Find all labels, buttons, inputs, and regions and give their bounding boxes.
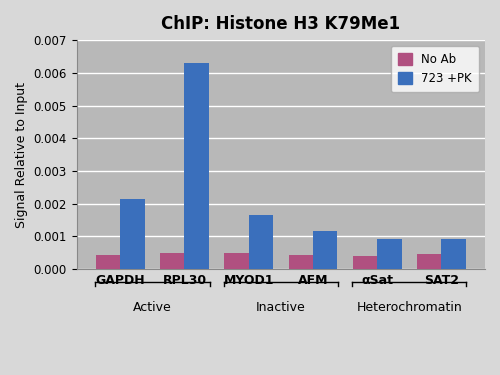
Bar (96, 255, 120, 269)
Bar (184, 63, 209, 269)
Bar (224, 253, 248, 269)
Bar (248, 215, 273, 269)
Text: Heterochromatin: Heterochromatin (356, 301, 462, 314)
Bar (442, 238, 466, 269)
Y-axis label: Signal Relative to Input: Signal Relative to Input (15, 82, 28, 228)
Text: Inactive: Inactive (256, 301, 306, 314)
Legend: No Ab, 723 +PK: No Ab, 723 +PK (390, 46, 479, 92)
Bar (288, 255, 313, 269)
Bar (160, 254, 184, 269)
Bar (417, 254, 442, 269)
Bar (353, 256, 377, 269)
Text: Active: Active (133, 301, 172, 314)
Bar (377, 239, 402, 269)
Bar (120, 199, 144, 269)
Title: ChIP: Histone H3 K79Me1: ChIP: Histone H3 K79Me1 (162, 15, 400, 33)
Bar (313, 231, 338, 269)
